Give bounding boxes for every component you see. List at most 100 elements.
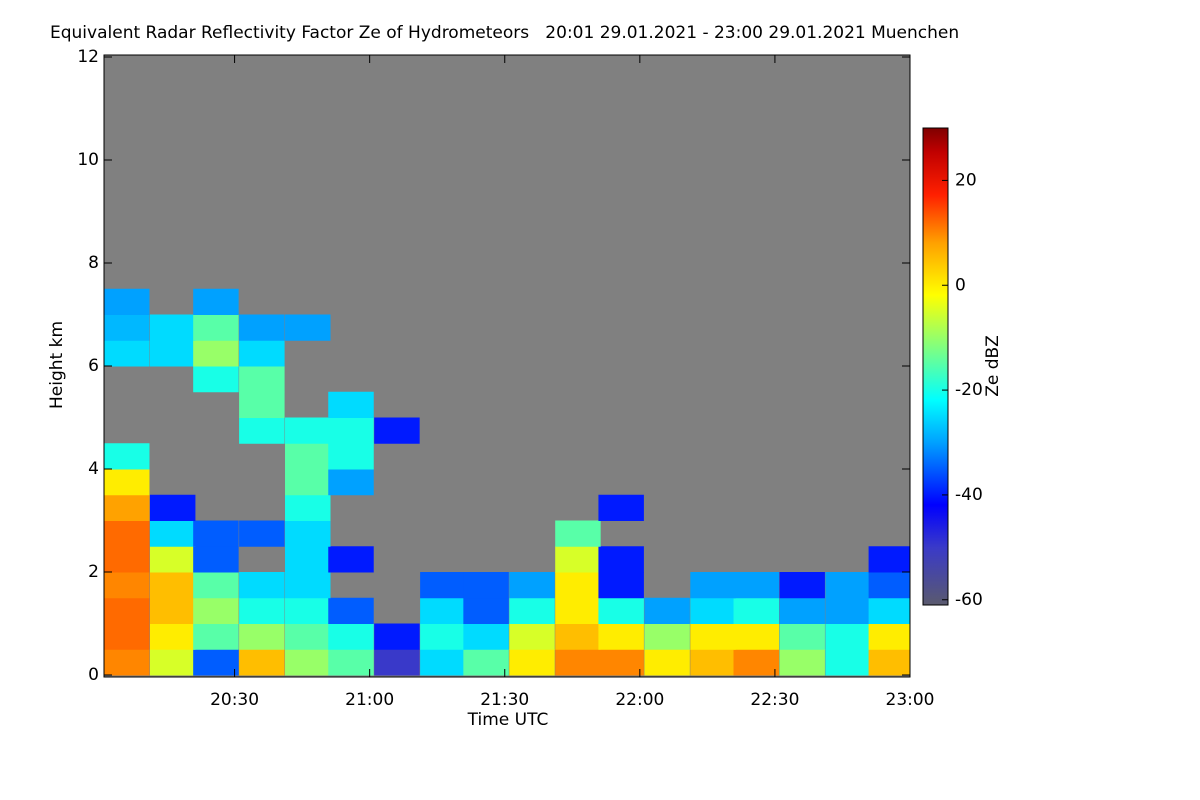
heatmap-cell [598,597,644,624]
chart-title: Equivalent Radar Reflectivity Factor Ze … [50,23,959,43]
heatmap-cell [779,597,825,624]
x-tick-label: 21:00 [345,690,394,710]
heatmap-cell [104,546,150,573]
x-tick-label: 22:00 [615,690,664,710]
heatmap-cell [149,520,196,547]
heatmap-cell [285,314,331,341]
heatmap-cell [868,572,910,599]
heatmap-cell [193,340,239,367]
heatmap-cell [463,572,509,599]
heatmap-cell [149,572,196,599]
heatmap-cell [825,572,871,599]
heatmap-cell [825,623,871,650]
colorbar-tick-label: 0 [955,275,966,295]
y-tick-label: 4 [88,459,99,479]
heatmap-cell [149,314,196,341]
heatmap-cell [509,649,555,676]
heatmap-cell [555,597,601,624]
heatmap-cell [420,597,466,624]
y-tick-label: 12 [77,47,99,67]
heatmap-cell [598,572,644,599]
heatmap-cell [285,572,331,599]
heatmap-cell [779,649,825,676]
heatmap-cell [690,649,736,676]
heatmap-cell [328,649,374,676]
heatmap-cell [193,623,239,650]
heatmap-cell [149,494,196,521]
heatmap-cell [285,520,331,547]
heatmap-cell [149,597,196,624]
heatmap-cell [644,623,690,650]
colorbar-tick-label: -40 [955,485,983,505]
colorbar-tick-label: 20 [955,170,977,190]
heatmap-cell [690,623,736,650]
heatmap-cell [555,546,601,573]
x-axis-title: Time UTC [467,710,549,730]
y-tick-label: 10 [77,150,99,170]
heatmap-cell [193,572,239,599]
heatmap-cell [149,649,196,676]
heatmap-cell [239,649,285,676]
heatmap-cell [463,623,509,650]
heatmap-cell [193,314,239,341]
heatmap-cell [328,597,374,624]
heatmap-cell [239,366,285,393]
heatmap-cell [239,314,285,341]
heatmap-cell [239,572,285,599]
heatmap-cell [104,623,150,650]
heatmap-cell [328,391,374,418]
colorbar [922,127,949,606]
heatmap-cell [420,572,466,599]
heatmap-cell [463,649,509,676]
heatmap-cell [328,417,374,444]
heatmap-cell [779,623,825,650]
heatmap-cell [374,623,420,650]
heatmap-cell [193,649,239,676]
heatmap-cell [239,417,285,444]
heatmap-cell [733,649,779,676]
x-tick-label: 22:30 [750,690,799,710]
heatmap-cell [285,469,331,496]
heatmap-cell [328,623,374,650]
heatmap-cell [328,469,374,496]
heatmap-cell [598,546,644,573]
heatmap-cell [509,623,555,650]
heatmap-cell [328,443,374,470]
heatmap-cell [104,520,150,547]
heatmap-cell [285,443,331,470]
heatmap-cell [868,649,910,676]
heatmap-cell [193,288,239,315]
heatmap-cell [555,572,601,599]
y-axis-title: Height km [47,321,67,409]
heatmap-cell [149,546,196,573]
heatmap-cell [644,597,690,624]
colorbar-tick-label: -20 [955,380,983,400]
heatmap-cell [779,572,825,599]
heatmap-cell [193,546,239,573]
heatmap-cell [285,597,331,624]
heatmap-cell [868,623,910,650]
heatmap-cell [690,597,736,624]
heatmap-cell [463,597,509,624]
heatmap-cell [733,597,779,624]
heatmap-cell [420,649,466,676]
heatmap-cell [868,546,910,573]
heatmap-cell [555,520,601,547]
heatmap-cell [193,597,239,624]
heatmap-cell [598,649,644,676]
heatmap-cell [149,623,196,650]
colorbar-tick-label: -60 [955,590,983,610]
heatmap-cell [104,597,150,624]
heatmap-cell [328,546,374,573]
heatmap-cell [104,469,150,496]
heatmap-cell [104,340,150,367]
heatmap-cell [868,597,910,624]
heatmap-cell [239,520,285,547]
y-tick-label: 2 [88,562,99,582]
heatmap-cell [509,572,555,599]
heatmap-cell [598,623,644,650]
heatmap-cell [285,417,331,444]
heatmap-cell [239,597,285,624]
heatmap-cell [285,494,331,521]
